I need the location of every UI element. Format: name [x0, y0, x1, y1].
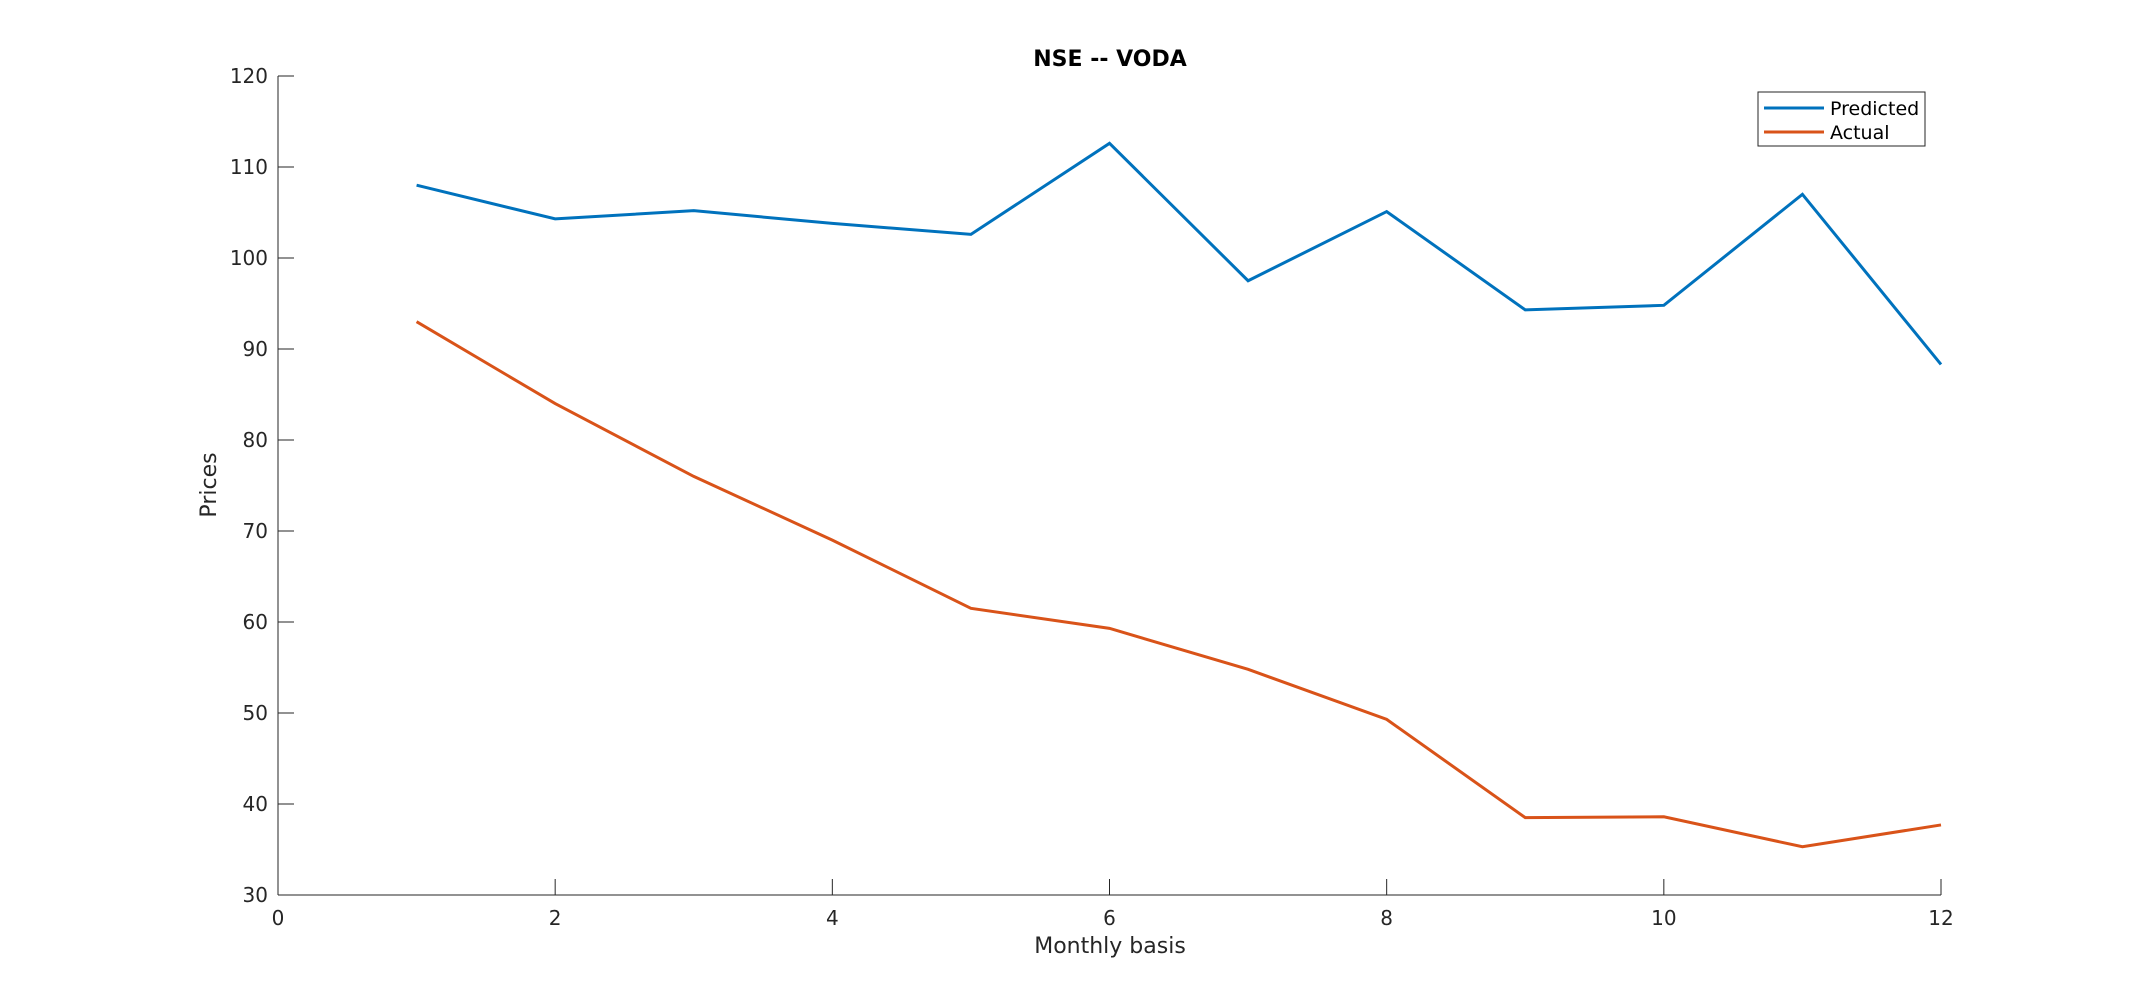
y-tick-label: 110: [230, 155, 268, 179]
data-point-predicted: [1523, 308, 1527, 312]
data-point-actual: [1246, 667, 1250, 671]
legend-box: [1757, 91, 1926, 147]
x-tick-label: 2: [549, 906, 562, 930]
x-tick-label: 10: [1651, 906, 1676, 930]
data-point-predicted: [692, 209, 696, 213]
y-tick-label: 90: [243, 337, 268, 361]
data-point-predicted: [1385, 210, 1389, 214]
x-tick-label: 12: [1928, 906, 1953, 930]
data-point-actual: [1108, 626, 1112, 630]
x-tick-label: 0: [272, 906, 285, 930]
y-tick-label: 50: [243, 701, 268, 725]
data-point-predicted: [830, 221, 834, 225]
data-point-predicted: [1662, 303, 1666, 307]
legend-label-actual: Actual: [1830, 122, 1890, 144]
data-point-predicted: [1108, 141, 1112, 145]
x-tick-label: 8: [1380, 906, 1393, 930]
data-point-actual: [1662, 815, 1666, 819]
data-point-predicted: [415, 183, 419, 187]
y-tick-label: 120: [230, 64, 268, 88]
chart-title: NSE -- VODA: [1033, 47, 1187, 72]
data-point-actual: [553, 402, 557, 406]
series-line-predicted: [416, 141, 1943, 366]
data-point-actual: [830, 538, 834, 542]
data-point-actual: [415, 320, 419, 324]
y-tick-label: 30: [243, 883, 268, 907]
data-point-actual: [1939, 823, 1943, 827]
y-tick-label: 80: [243, 428, 268, 452]
data-point-actual: [692, 474, 696, 478]
y-axis-label: Prices: [197, 452, 222, 517]
data-point-predicted: [553, 217, 557, 221]
x-tick-label: 4: [826, 906, 839, 930]
data-point-predicted: [1939, 362, 1943, 366]
y-tick-label: 40: [243, 792, 268, 816]
data-point-actual: [969, 606, 973, 610]
x-tick-label: 6: [1103, 906, 1116, 930]
data-point-actual: [1800, 845, 1804, 849]
data-point-predicted: [1800, 192, 1804, 196]
x-axis-label: Monthly basis: [1034, 934, 1186, 959]
y-tick-label: 60: [243, 610, 268, 634]
y-tick-label: 70: [243, 519, 268, 543]
data-point-predicted: [969, 232, 973, 236]
series-lines: [415, 141, 1943, 849]
axes: 0 2 4 6 8 10 12 30 40 50 60 70 80 90 100 110 120: [230, 64, 1954, 930]
data-point-actual: [1523, 816, 1527, 820]
y-tick-label: 100: [230, 246, 268, 270]
legend-label-predicted: Predicted: [1830, 98, 1919, 120]
data-point-predicted: [1246, 279, 1250, 283]
data-point-actual: [1385, 717, 1389, 721]
series-line-actual: [415, 320, 1942, 849]
